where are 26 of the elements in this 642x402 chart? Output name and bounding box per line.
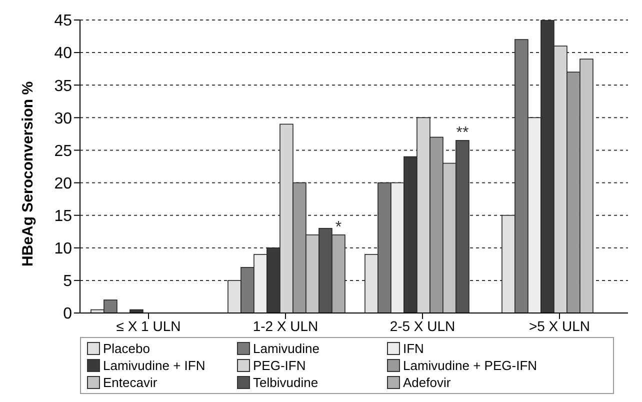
y-tick-label: 20 (54, 175, 72, 192)
y-tick-label: 10 (54, 240, 72, 258)
legend-label: Telbivudine (252, 374, 320, 391)
annotation: ** (456, 124, 469, 142)
x-tick-label: >5 X ULN (528, 318, 590, 334)
y-tick-label: 15 (54, 208, 72, 226)
legend-label: Lamivudine + IFN (102, 357, 206, 374)
y-tick-label: 30 (54, 110, 72, 128)
y-tick-label: 35 (54, 78, 72, 95)
legend-label: Placebo (102, 340, 151, 357)
annotation: * (335, 218, 342, 236)
legend-label: IFN (402, 340, 425, 357)
y-tick-label: 5 (63, 273, 72, 290)
y-tick-label: 40 (54, 45, 72, 62)
y-tick-label: 0 (63, 306, 72, 323)
legend-label: PEG-IFN (252, 357, 307, 374)
x-tick-label: 2-5 X ULN (390, 318, 456, 334)
y-tick-label: 45 (54, 12, 72, 30)
legend-label: Adefovir (402, 374, 452, 391)
y-axis-title: HBeAg Seroconversion % (19, 81, 36, 266)
x-tick-label: ≤ X 1 ULN (116, 318, 181, 334)
legend-label: Lamivudine (252, 340, 320, 357)
legend-label: Lamivudine + PEG-IFN (402, 357, 538, 374)
y-tick-label: 25 (54, 142, 72, 160)
legend-label: Entecavir (102, 374, 158, 391)
x-tick-label: 1-2 X ULN (252, 318, 318, 334)
